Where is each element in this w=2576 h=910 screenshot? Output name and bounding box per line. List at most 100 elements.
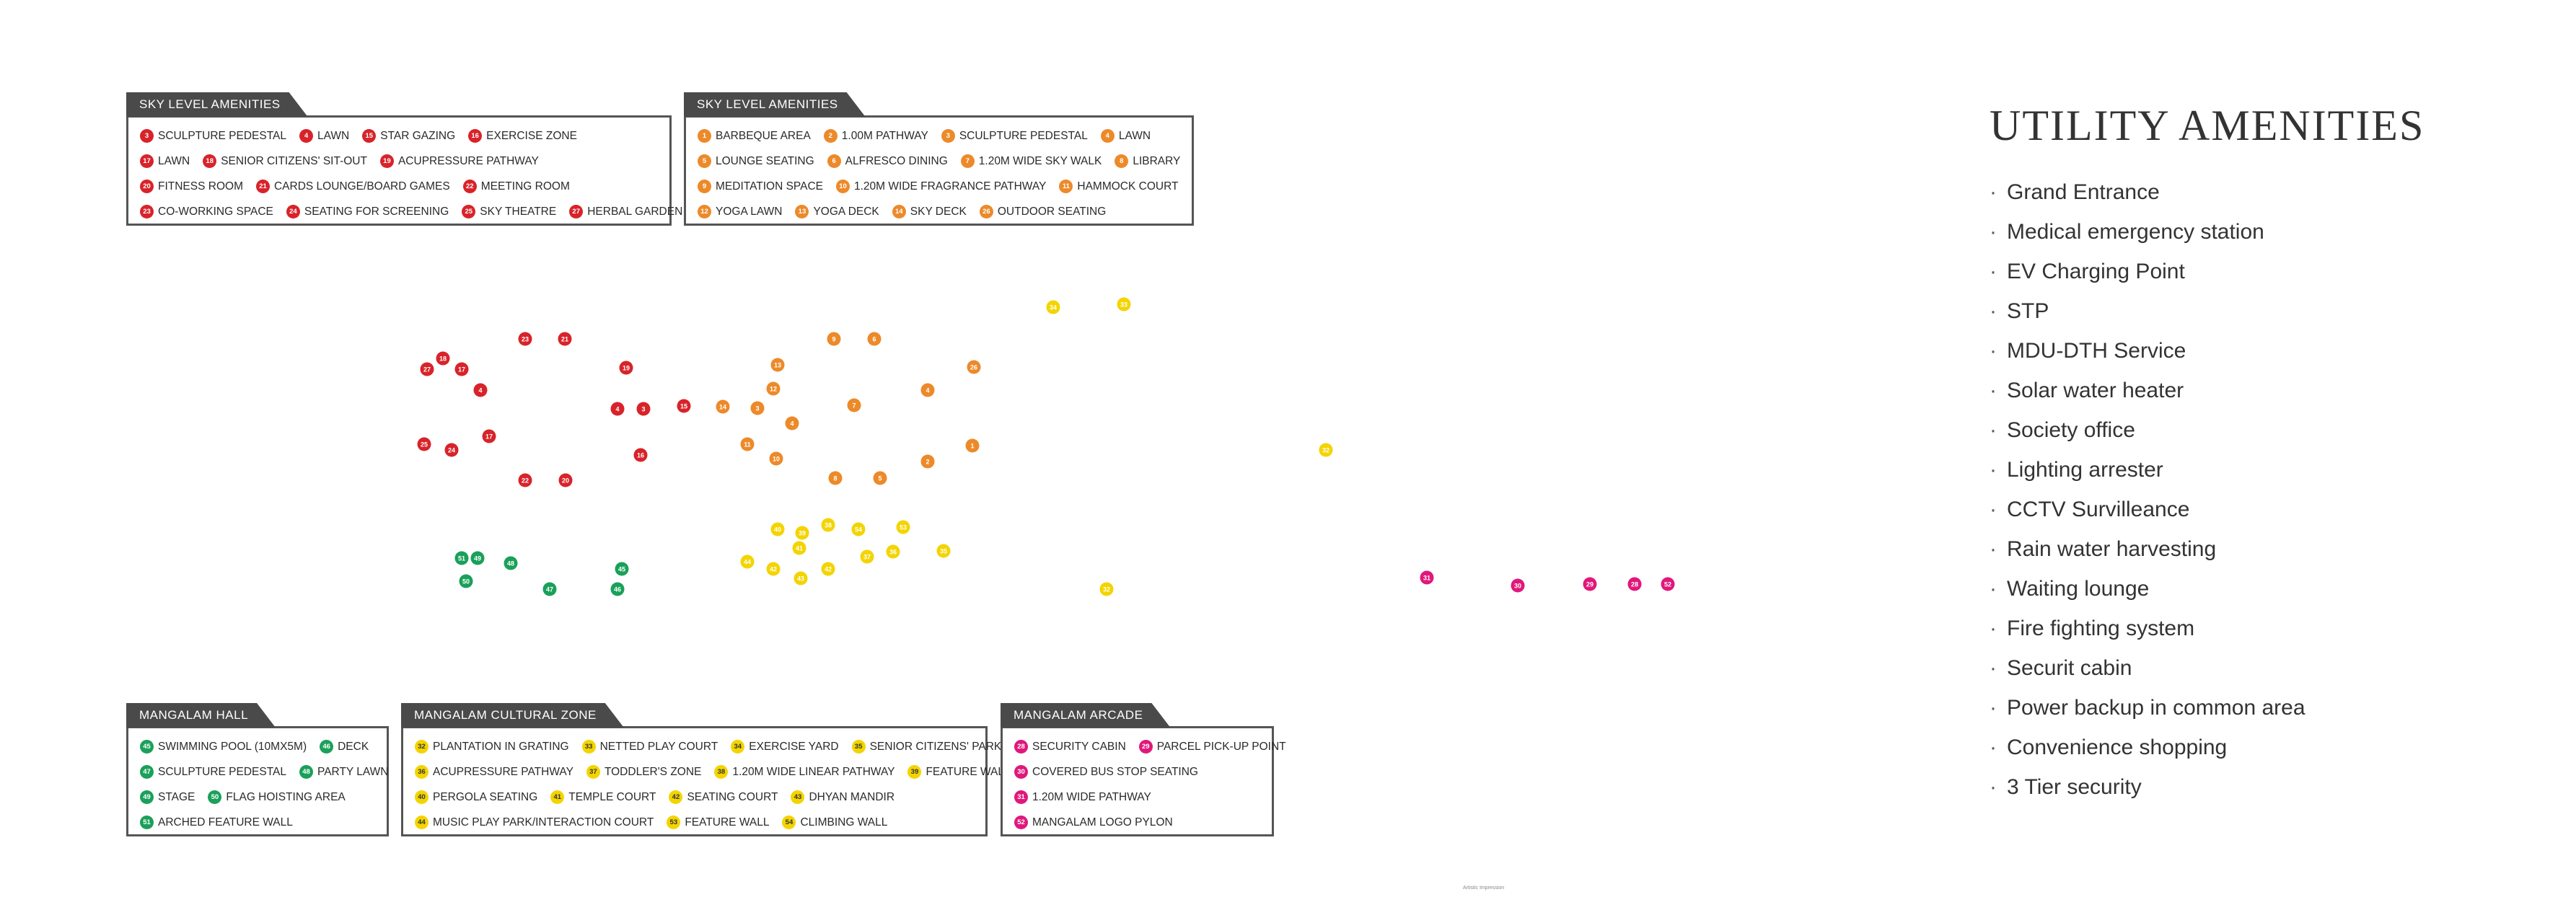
legend-row: 47 SCULPTURE PEDESTAL 48 PARTY LAWN <box>140 759 389 785</box>
map-marker: 4 <box>785 416 799 430</box>
legend-mangalam-cultural-zone: MANGALAM CULTURAL ZONE 32 PLANTATION IN G… <box>401 726 1011 836</box>
legend-label: CO-WORKING SPACE <box>158 205 273 218</box>
legend-number-badge: 3 <box>140 129 154 143</box>
legend-label: 1.20M WIDE LINEAR PATHWAY <box>732 765 895 778</box>
legend-item: 35 SENIOR CITIZENS' PARK <box>851 740 1001 754</box>
legend-item: 37 TODDLER'S ZONE <box>586 765 701 779</box>
legend-item: 39 FEATURE WALL <box>907 765 1011 779</box>
legend-item: 6 ALFRESCO DINING <box>827 154 948 168</box>
legend-row: 36 ACUPRESSURE PATHWAY 37 TODDLER'S ZONE 38 1… <box>415 759 1011 785</box>
legend-item: 41 TEMPLE COURT <box>550 790 656 804</box>
legend-number-badge: 9 <box>698 180 711 193</box>
legend-item: 40 PERGOLA SEATING <box>415 790 537 804</box>
map-marker: 25 <box>417 437 431 451</box>
legend-label: COVERED BUS STOP SEATING <box>1032 765 1198 778</box>
legend-label: DHYAN MANDIR <box>809 790 895 803</box>
legend-number-badge: 13 <box>795 205 809 218</box>
legend-item: 52 MANGALAM LOGO PYLON <box>1014 816 1173 829</box>
legend-item: 33 NETTED PLAY COURT <box>581 740 718 754</box>
legend-title: SKY LEVEL AMENITIES <box>684 92 866 117</box>
legend-item: 12 YOGA LAWN <box>698 205 782 218</box>
legend-label: PLANTATION IN GRATING <box>433 740 569 753</box>
utility-item: · Fire fighting system <box>1990 609 2494 648</box>
legend-item: 32 PLANTATION IN GRATING <box>415 740 569 754</box>
legend-number-badge: 22 <box>462 180 477 193</box>
legend-number-badge: 48 <box>299 765 314 779</box>
map-marker: 51 <box>454 551 469 565</box>
legend-row: 31 1.20M WIDE PATHWAY <box>1014 785 1266 810</box>
legend-row: 51 ARCHED FEATURE WALL <box>140 810 381 835</box>
map-marker: 49 <box>470 551 485 565</box>
utility-item-label: Medical emergency station <box>2007 220 2264 244</box>
map-marker: 45 <box>615 562 629 576</box>
legend-number-badge: 36 <box>415 765 428 779</box>
legend-label: SECURITY CABIN <box>1032 740 1126 753</box>
map-marker: 33 <box>1117 297 1131 312</box>
legend-item: 18 SENIOR CITIZENS' SIT-OUT <box>203 154 367 168</box>
legend-label: STAR GAZING <box>380 129 456 142</box>
legend-label: TODDLER'S ZONE <box>604 765 702 778</box>
legend-item: 21 CARDS LOUNGE/BOARD GAMES <box>255 180 450 193</box>
legend-number-badge: 16 <box>468 129 483 143</box>
legend-label: SENIOR CITIZENS' SIT-OUT <box>221 154 367 167</box>
utility-item: · Lighting arrester <box>1990 450 2494 490</box>
legend-rows: 45 SWIMMING POOL (10MX5M) 46 DECK 47 SCULPTUR… <box>140 734 389 835</box>
map-marker: 35 <box>936 544 951 558</box>
utility-title: UTILITY AMENITIES <box>1990 102 2425 149</box>
legend-label: LAWN <box>317 129 350 142</box>
legend-item: 43 DHYAN MANDIR <box>791 790 894 804</box>
legend-item: 3 SCULPTURE PEDESTAL <box>140 129 286 143</box>
legend-item: 1 BARBEQUE AREA <box>698 129 811 143</box>
map-marker: 11 <box>740 437 755 451</box>
legend-label: ALFRESCO DINING <box>845 154 948 167</box>
legend-label: SWIMMING POOL (10MX5M) <box>158 740 307 753</box>
legend-title: MANGALAM HALL <box>126 703 276 728</box>
legend-number-badge: 49 <box>140 790 154 804</box>
bullet-icon: · <box>1990 696 1997 720</box>
legend-item: 10 1.20M WIDE FRAGRANCE PATHWAY <box>835 180 1046 193</box>
legend-row: 1 BARBEQUE AREA 2 1.00M PATHWAY 3 SCULPTURE P… <box>698 123 1186 149</box>
bullet-icon: · <box>1990 735 1997 759</box>
legend-number-badge: 52 <box>1014 816 1028 829</box>
legend-item: 23 CO-WORKING SPACE <box>140 205 273 218</box>
legend-number-badge: 54 <box>782 816 796 829</box>
legend-number-badge: 51 <box>140 816 154 829</box>
utility-item-label: Grand Entrance <box>2007 180 2160 204</box>
legend-number-badge: 35 <box>851 740 866 754</box>
utility-item: · Grand Entrance <box>1990 172 2494 212</box>
legend-number-badge: 42 <box>669 790 683 804</box>
bullet-icon: · <box>1990 656 1997 680</box>
map-marker: 32 <box>1319 443 1333 457</box>
legend-number-badge: 5 <box>698 154 711 168</box>
legend-label: MANGALAM LOGO PYLON <box>1032 816 1173 829</box>
legend-label: SCULPTURE PEDESTAL <box>158 765 287 778</box>
utility-item: · EV Charging Point <box>1990 252 2494 291</box>
legend-item: 47 SCULPTURE PEDESTAL <box>140 765 286 779</box>
utility-amenities: UTILITY AMENITIES · Grand Entrance · Medica… <box>1990 101 2494 807</box>
map-marker: 4 <box>610 402 625 416</box>
map-marker: 28 <box>1627 577 1642 591</box>
utility-item-label: Society office <box>2007 418 2135 442</box>
legend-item: 15 STAR GAZING <box>362 129 455 143</box>
legend-label: LAWN <box>1118 129 1151 142</box>
map-marker: 44 <box>740 555 755 569</box>
bullet-icon: · <box>1990 537 1997 561</box>
legend-label: PARCEL PICK-UP POINT <box>1156 740 1286 753</box>
legend-number-badge: 30 <box>1014 765 1028 779</box>
bullet-icon: · <box>1990 220 1997 244</box>
legend-row: 30 COVERED BUS STOP SEATING <box>1014 759 1266 785</box>
legend-item: 48 PARTY LAWN <box>299 765 389 779</box>
legend-item: 25 SKY THEATRE <box>462 205 556 218</box>
utility-item-label: CCTV Survilleance <box>2007 498 2190 521</box>
legend-mangalam-hall: MANGALAM HALL 45 SWIMMING POOL (10MX5M) 46… <box>126 726 389 836</box>
bullet-icon: · <box>1990 379 1997 402</box>
map-marker: 40 <box>770 522 785 536</box>
legend-number-badge: 8 <box>1115 154 1129 168</box>
map-marker: 42 <box>766 562 781 576</box>
utility-item-label: Solar water heater <box>2007 379 2184 402</box>
bullet-icon: · <box>1990 339 1997 363</box>
legend-label: BARBEQUE AREA <box>716 129 811 142</box>
legend-row: 49 STAGE 50 FLAG HOISTING AREA <box>140 785 381 810</box>
map-marker: 42 <box>821 562 835 576</box>
